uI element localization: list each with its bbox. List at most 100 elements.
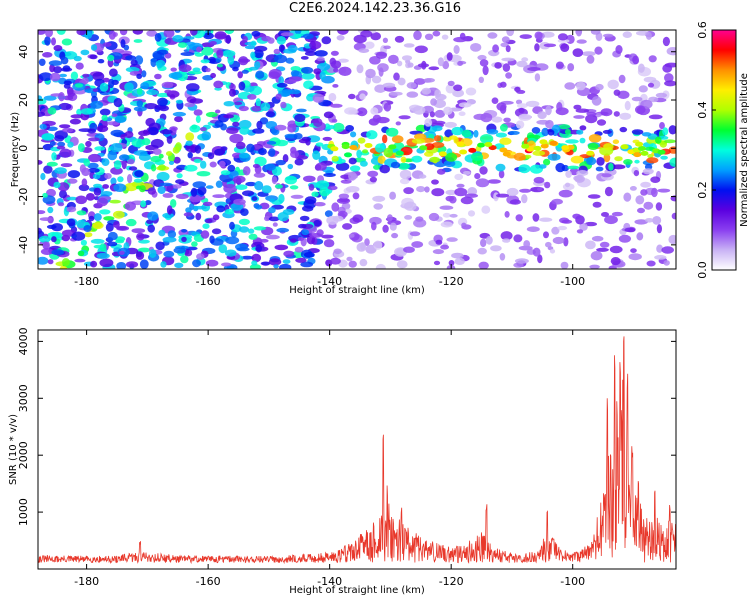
heatmap-cell <box>445 189 458 195</box>
heatmap-cell <box>477 54 487 61</box>
heatmap-cell <box>156 171 170 182</box>
heatmap-cell <box>88 137 100 142</box>
heatmap-cell <box>254 205 263 210</box>
heatmap-cell <box>441 34 449 40</box>
heatmap-cell <box>289 185 299 190</box>
heatmap-cell <box>454 187 468 197</box>
heatmap-cell <box>432 249 444 255</box>
heatmap-cell <box>124 82 134 92</box>
heatmap-cell <box>435 93 447 101</box>
heatmap-cell <box>532 247 541 257</box>
heatmap-cell <box>141 138 151 146</box>
heatmap-cell <box>166 135 173 144</box>
heatmap-cell <box>293 133 303 140</box>
heatmap-cell <box>225 236 240 245</box>
heatmap-cell <box>309 233 323 238</box>
heatmap-cell <box>531 126 541 134</box>
heatmap-cell <box>332 84 339 88</box>
heatmap-peak <box>540 143 549 149</box>
heatmap-cell <box>44 36 51 46</box>
heatmap-cell <box>618 74 626 84</box>
heatmap-cell <box>80 108 93 115</box>
heatmap-cell <box>225 34 231 44</box>
heatmap-cell <box>61 38 73 46</box>
heatmap-cell <box>390 161 401 169</box>
heatmap-cell <box>640 189 648 196</box>
heatmap-cell <box>453 84 463 92</box>
heatmap-cell <box>370 107 379 115</box>
heatmap-cell <box>79 164 86 174</box>
heatmap-cell <box>251 30 261 37</box>
heatmap-cell <box>157 97 168 107</box>
heatmap-peak <box>330 146 339 152</box>
heatmap-cell <box>133 150 148 156</box>
heatmap-cell <box>196 171 211 177</box>
heatmap-cell <box>461 129 472 138</box>
heatmap-cell <box>592 201 602 208</box>
heatmap-cell <box>170 67 177 72</box>
line-y-tick-label: 1000 <box>17 498 30 526</box>
heatmap-cell <box>387 214 393 222</box>
heatmap-cell <box>87 168 100 173</box>
heatmap-cell <box>251 105 262 112</box>
heatmap-cell <box>135 251 145 260</box>
heatmap-cell <box>551 226 560 235</box>
heatmap-cell <box>205 259 219 267</box>
heatmap-cell <box>588 134 602 143</box>
heatmap-cell <box>656 224 663 234</box>
heatmap-cell <box>373 240 383 250</box>
heatmap-y-tick-label: 20 <box>17 93 30 107</box>
heatmap-cell <box>192 181 207 189</box>
heatmap-cell <box>315 142 324 147</box>
heatmap-cell <box>241 69 249 74</box>
heatmap-cell <box>233 175 246 184</box>
heatmap-cell <box>118 250 125 255</box>
heatmap-cell <box>432 125 443 132</box>
heatmap-cell <box>76 30 87 36</box>
colorbar-tick-label: 0.0 <box>696 261 709 279</box>
heatmap-cell <box>364 238 370 247</box>
heatmap-cell <box>383 102 392 112</box>
heatmap-cell <box>412 105 426 115</box>
heatmap-cell <box>668 125 676 135</box>
heatmap-cell <box>60 163 73 168</box>
heatmap-cell <box>38 30 46 35</box>
heatmap-cell <box>591 96 602 106</box>
heatmap-cell <box>58 124 71 129</box>
heatmap-cell <box>532 150 546 156</box>
heatmap-peak <box>640 150 649 156</box>
heatmap-cell <box>253 45 268 52</box>
heatmap-cell <box>159 129 173 135</box>
heatmap-cell <box>619 126 628 133</box>
heatmap-cell <box>174 262 184 268</box>
heatmap-cell <box>315 180 330 190</box>
heatmap-peak <box>637 146 646 151</box>
heatmap-cell <box>458 111 466 116</box>
heatmap-peak <box>388 144 397 150</box>
heatmap-cell <box>463 170 471 175</box>
heatmap-cell <box>490 245 502 252</box>
heatmap-cell <box>564 129 571 135</box>
heatmap-cell <box>514 258 529 264</box>
heatmap-cell <box>83 158 90 167</box>
heatmap-cell <box>498 170 505 179</box>
heatmap-cell <box>274 54 287 64</box>
heatmap-cell <box>575 108 590 113</box>
heatmap-cell <box>69 118 81 125</box>
heatmap-cell <box>300 56 309 60</box>
line-y-tick-label: 4000 <box>17 327 30 355</box>
heatmap-cell <box>109 68 118 77</box>
heatmap-cell <box>411 241 424 248</box>
heatmap-cell <box>648 55 657 63</box>
heatmap-cell <box>74 83 84 88</box>
heatmap-cell <box>436 168 446 175</box>
heatmap-cell <box>590 251 603 261</box>
heatmap-cell <box>303 252 315 258</box>
heatmap-cell <box>459 32 466 40</box>
heatmap-cell <box>294 33 302 39</box>
heatmap-cell <box>590 30 601 35</box>
heatmap-cell <box>88 215 95 222</box>
heatmap-cell <box>576 229 584 234</box>
heatmap-x-tick-label: -180 <box>74 275 99 288</box>
heatmap-cell <box>144 103 158 110</box>
